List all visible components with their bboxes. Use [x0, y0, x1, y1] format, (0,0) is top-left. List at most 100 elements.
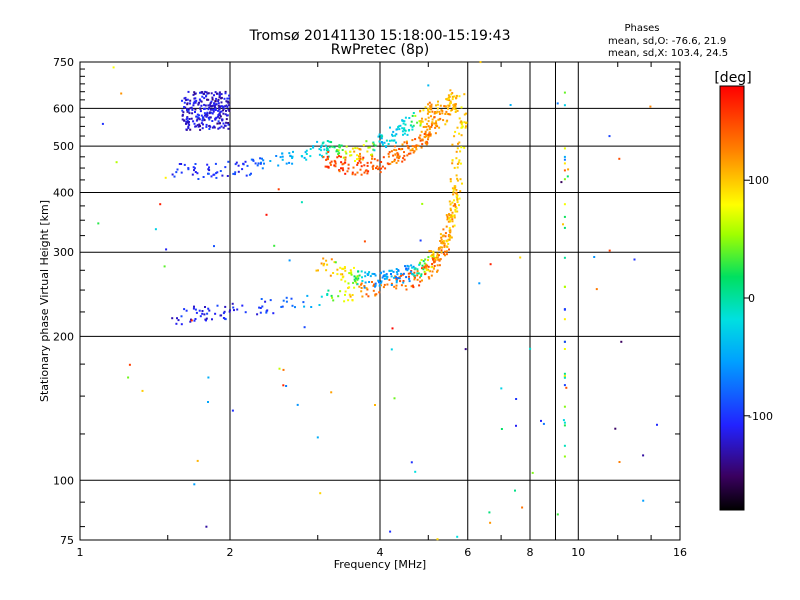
x-tick-label: 16 [673, 546, 687, 559]
scatter-point [201, 310, 204, 312]
scatter-point [222, 312, 225, 315]
scatter-point [337, 149, 340, 152]
scatter-point [218, 113, 221, 116]
scatter-point [452, 107, 455, 110]
scatter-point [216, 171, 219, 174]
scatter-point [379, 171, 382, 174]
scatter-point [312, 146, 315, 149]
scatter-point [441, 235, 444, 238]
scatter-point [413, 271, 416, 274]
scatter-point [396, 155, 399, 158]
scatter-point [350, 273, 353, 276]
scatter-point [389, 126, 391, 129]
scatter-point [344, 172, 347, 175]
scatter-point [444, 232, 447, 235]
scatter-point [563, 340, 566, 343]
scatter-point [226, 105, 229, 108]
scatter-point [406, 264, 409, 267]
scatter-point [366, 161, 369, 164]
scatter-point [397, 153, 400, 156]
scatter-point [327, 289, 330, 292]
scatter-point [416, 268, 419, 271]
scatter-point [360, 270, 363, 273]
scatter-point [365, 287, 368, 290]
scatter-point [196, 116, 199, 119]
scatter-point [437, 100, 439, 103]
scatter-point [409, 272, 412, 275]
scatter-point [411, 149, 414, 152]
scatter-point [347, 163, 350, 166]
scatter-point [196, 172, 199, 175]
scatter-point [323, 262, 326, 265]
scatter-point [425, 125, 428, 128]
scatter-point [563, 162, 566, 165]
scatter-point [227, 127, 230, 130]
scatter-point [197, 102, 200, 105]
scatter-point [430, 103, 433, 106]
scatter-point [261, 167, 264, 170]
scatter-point [344, 290, 347, 293]
scatter-point [209, 125, 212, 128]
scatter-point [427, 133, 430, 136]
scatter-point [366, 164, 369, 167]
scatter-point [418, 284, 421, 287]
scatter-point [215, 97, 218, 100]
scatter-point [273, 244, 276, 247]
scatter-point [412, 151, 415, 154]
scatter-point [210, 111, 213, 114]
scatter-point [458, 132, 461, 135]
scatter-point [227, 97, 230, 100]
scatter-point [223, 107, 226, 110]
scatter-point [618, 157, 621, 160]
scatter-point [351, 173, 354, 176]
scatter-point [195, 311, 198, 314]
scatter-point [563, 215, 566, 218]
scatter-point [342, 156, 345, 159]
scatter-point [531, 471, 534, 474]
scatter-point [366, 172, 369, 175]
scatter-point [205, 317, 208, 320]
scatter-point [656, 423, 658, 426]
x-tick-labels: 1 2 4 6 8 10 16 [77, 546, 688, 559]
scatter-point [444, 250, 446, 253]
scatter-point [334, 162, 337, 165]
scatter-point [540, 419, 542, 422]
scatter-point [211, 96, 214, 99]
scatter-point [448, 99, 451, 102]
scatter-point [563, 158, 566, 161]
scatter-point [377, 168, 380, 171]
scatter-point [340, 278, 343, 281]
scatter-point [563, 376, 566, 379]
scatter-point [442, 228, 445, 231]
scatter-point [390, 273, 392, 275]
scatter-point [201, 95, 204, 98]
scatter-point [181, 99, 183, 102]
scatter-point [456, 535, 459, 538]
scatter-point [218, 107, 221, 110]
scatter-point [404, 116, 407, 119]
scatter-point [340, 167, 342, 170]
scatter-point [411, 266, 414, 269]
scatter-point [210, 175, 213, 178]
scatter-point [194, 108, 197, 111]
scatter-point [399, 124, 402, 127]
scatter-point [384, 274, 387, 277]
scatter-point [479, 61, 482, 64]
scatter-point [425, 142, 427, 145]
scatter-point [436, 107, 439, 110]
scatter-point [364, 271, 367, 274]
scatter-point [435, 123, 438, 126]
scatter-point [159, 203, 162, 206]
scatter-point [409, 149, 412, 152]
scatter-point [424, 136, 427, 139]
scatter-point [433, 260, 436, 263]
scatter-point [202, 123, 204, 126]
scatter-point [198, 114, 200, 117]
scatter-point [328, 140, 331, 143]
scatter-point [187, 167, 190, 170]
scatter-point [225, 118, 228, 121]
scatter-point [212, 110, 215, 113]
scatter-point [418, 263, 421, 266]
scatter-point [217, 115, 219, 118]
scatter-point [356, 162, 359, 164]
